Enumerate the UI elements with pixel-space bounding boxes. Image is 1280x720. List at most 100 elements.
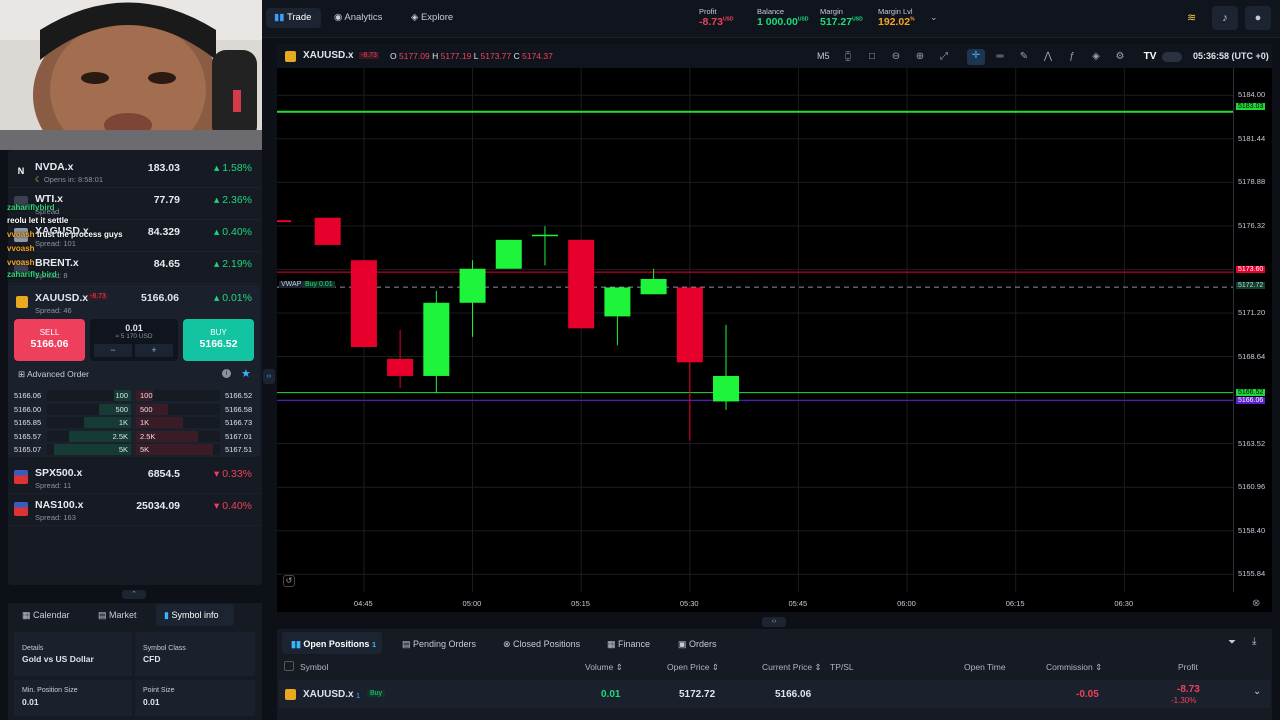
closed-icon: ⊗ [503, 639, 514, 649]
settings-gear-icon[interactable]: ⚙ [1115, 51, 1125, 62]
tab-calendar[interactable]: ▦ Calendar [22, 610, 70, 620]
close-circle-icon[interactable]: ⊗ [1252, 598, 1261, 609]
download-icon[interactable]: ⤓ [1252, 636, 1257, 647]
tab-orders[interactable]: ▣ Orders [678, 639, 717, 649]
ask-volume: 5K [140, 445, 150, 454]
user-icon[interactable]: ● [1245, 6, 1271, 30]
watchlist-row-xagusd[interactable]: XAGUSD.x Spread: 101 84.329 ▴ 0.40% [8, 220, 260, 252]
orderbook-row[interactable]: 5166.06 100 100 5166.52 [12, 389, 256, 402]
nav-analytics[interactable]: ◉ Analytics [334, 12, 383, 23]
brent-flag-icon [14, 260, 28, 274]
candle-body [676, 287, 703, 363]
crosshair-icon[interactable]: ✛ [967, 49, 985, 65]
pencil-icon[interactable]: ✎ [1019, 51, 1029, 62]
tab-finance[interactable]: ▦ Finance [607, 639, 651, 649]
pattern-icon[interactable]: ⋀ [1043, 51, 1053, 62]
sell-button[interactable]: SELL 5166.06 [14, 319, 85, 361]
volume-decrease-button[interactable]: − [94, 344, 132, 357]
price-tag-green: 5183.03 [1236, 103, 1266, 110]
indicator-icon[interactable]: ƒ [1069, 51, 1075, 62]
nav-trade[interactable]: ▮▮ Trade [266, 8, 322, 28]
chart-icon: ▮ [164, 610, 172, 620]
finance-icon: ▦ [607, 639, 619, 649]
buy-button[interactable]: BUY 5166.52 [183, 319, 254, 361]
row-expand-chevron-icon[interactable]: ⌄ [1253, 686, 1262, 697]
us-flag-icon [14, 470, 28, 484]
toggle-switch[interactable] [1162, 52, 1182, 62]
col-open-price[interactable]: Open Price ⇕ [667, 662, 720, 672]
orderbook-row[interactable]: 5165.07 5K 5K 5167.51 [12, 443, 256, 456]
watchlist-row-spx500[interactable]: SPX500.x Spread: 11 6854.5 ▾ 0.33% [8, 462, 260, 494]
tab-open-positions-label[interactable]: ▮▮ Open Positions 1 [291, 639, 377, 649]
layers-icon[interactable]: ◈ [1092, 51, 1100, 62]
open-positions-icon: ▮▮ [291, 639, 304, 649]
panel-resize-handle[interactable]: ‹› [263, 369, 275, 384]
watchlist-row-brent[interactable]: BRENT.x Spread: 8 84.65 ▴ 2.19% [8, 252, 260, 284]
ask-price: 5167.01 [225, 431, 253, 441]
col-volume[interactable]: Volume ⇕ [585, 662, 623, 672]
watchlist-collapse-handle[interactable]: ⌃ [122, 590, 146, 599]
candles-icon[interactable]: ⧮ [844, 51, 852, 62]
info-icon[interactable]: i [222, 369, 231, 378]
col-open-time[interactable]: Open Time [964, 662, 1006, 672]
bid-volume: 100 [115, 391, 128, 400]
bid-depth-bar [47, 390, 131, 401]
moon-icon: ☾ [35, 175, 44, 184]
reset-chart-icon[interactable]: ↺ [283, 575, 295, 587]
position-row[interactable] [279, 680, 1270, 708]
time-axis-label: 06:15 [1005, 599, 1025, 608]
candle-body [459, 268, 486, 303]
col-commission[interactable]: Commission ⇕ [1046, 662, 1103, 672]
filter-icon[interactable]: ⏷ [1228, 637, 1236, 648]
stat-profit: Profit -8.73USD [699, 7, 734, 28]
tradingview-logo-icon: TV [1143, 51, 1157, 62]
webcam-overlay [0, 0, 262, 150]
bid-depth-bar [47, 444, 131, 455]
watchlist-row-nvda[interactable]: N NVDA.x ☾ Opens in: 8:58:01 183.03 ▴ 1.… [8, 156, 260, 188]
square-icon[interactable]: □ [868, 51, 876, 62]
bid-price: 5165.85 [14, 418, 42, 427]
chat-message: vvoash [7, 258, 35, 267]
candle-body [604, 287, 631, 317]
zoom-in-icon[interactable]: ⊕ [915, 51, 925, 62]
col-symbol[interactable]: Symbol [300, 662, 329, 672]
volume-increase-button[interactable]: + [135, 344, 173, 357]
orderbook-row[interactable]: 5166.00 500 500 5166.58 [12, 403, 256, 416]
zoom-out-icon[interactable]: ⊖ [891, 51, 901, 62]
advanced-order-toggle[interactable]: ⊞ Advanced Order [18, 369, 89, 379]
tab-open-positions[interactable] [282, 632, 382, 654]
candlestick-chart[interactable] [277, 68, 1272, 612]
candle-body [568, 239, 595, 329]
candle-body [531, 234, 558, 237]
tab-pending-orders[interactable]: ▤ Pending Orders [402, 639, 477, 649]
bell-icon[interactable]: ♪ [1212, 6, 1238, 30]
col-tpsl[interactable]: TP/SL [830, 662, 854, 672]
line-tool-icon[interactable]: ═ [996, 51, 1004, 62]
positions-collapse-handle[interactable]: ‹› [762, 617, 786, 627]
watchlist-row-nas100[interactable]: NAS100.x Spread: 163 25034.09 ▾ 0.40% [8, 494, 260, 526]
stats-chevron-down-icon[interactable]: ⌄ [930, 12, 938, 22]
ask-volume: 500 [140, 404, 153, 414]
nav-explore[interactable]: ◈ Explore [411, 12, 454, 23]
timeframe-selector[interactable]: M5 [817, 51, 830, 61]
ask-depth-bar [136, 417, 220, 428]
orderbook-row[interactable]: 5165.57 2.5K 2.5K 5167.01 [12, 430, 256, 443]
col-profit[interactable]: Profit [1178, 662, 1198, 672]
volume-stepper[interactable]: 0.01 ≈ 5 170 USD − + [90, 319, 178, 361]
chart-ohlc: O 5177.09 H 5177.19 L 5173.77 C 5174.37 [390, 51, 553, 61]
col-current-price[interactable]: Current Price ⇕ [762, 662, 822, 672]
orderbook-row[interactable]: 5165.85 1K 1K 5166.73 [12, 416, 256, 429]
time-axis-label: 04:45 [353, 599, 373, 608]
chart-area[interactable] [277, 68, 1272, 612]
chart-symbol[interactable]: XAUUSD.x [303, 50, 354, 61]
tab-closed-positions[interactable]: ⊗ Closed Positions [503, 639, 581, 649]
active-symbol-card [8, 285, 260, 457]
select-all-checkbox[interactable] [284, 661, 294, 671]
watchlist-row-wti[interactable]: WTI.x Spread 77.79 ▴ 2.36% [8, 188, 260, 220]
candle-body [314, 217, 341, 245]
tab-symbol-info[interactable]: ▮ Symbol info [156, 604, 234, 626]
price-axis-label: 5163.52 [1238, 438, 1266, 448]
tab-market[interactable]: ▤ Market [98, 610, 137, 620]
star-icon[interactable]: ★ [241, 368, 251, 380]
fullscreen-icon[interactable]: ⤢ [940, 51, 948, 62]
